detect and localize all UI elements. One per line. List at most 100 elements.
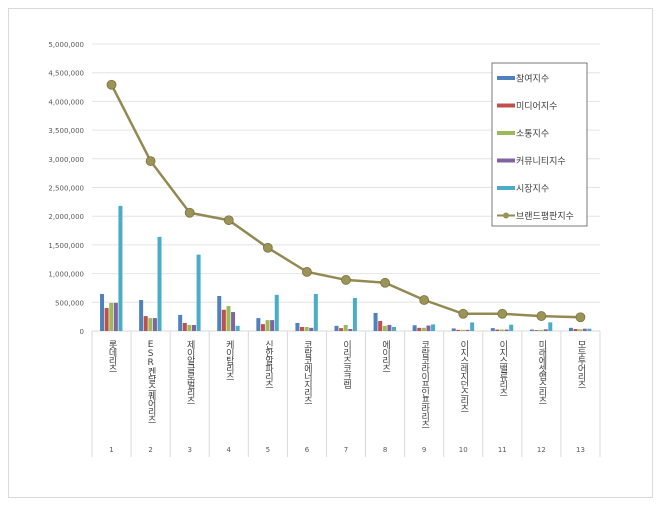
legend-label: 커뮤니티지수 (516, 156, 566, 167)
legend-label: 시장지수 (516, 184, 549, 195)
category-number: 8 (383, 446, 387, 454)
category-label: 코람코라이프인프라리츠 (419, 340, 429, 428)
bar (509, 324, 514, 331)
line-point (145, 156, 156, 166)
bar (465, 329, 470, 331)
legend-swatch (497, 76, 515, 80)
legend-label: 참여지수 (516, 73, 549, 85)
bar (313, 293, 318, 331)
bar (456, 329, 461, 331)
bar (426, 325, 431, 331)
category-label: 미래에셋맵스리츠 (536, 340, 546, 404)
legend-label: 미디어지수 (516, 101, 557, 112)
category-label: 이리츠코크렙 (341, 340, 351, 389)
line-point (106, 79, 117, 90)
category-label: 에이리츠 (380, 340, 390, 372)
bar (378, 320, 383, 331)
bar (573, 328, 578, 331)
y-tick-label: 3,500,000 (48, 127, 84, 135)
bar (470, 322, 475, 331)
bar (100, 293, 105, 331)
bar (295, 322, 300, 331)
bar (304, 326, 309, 331)
bar (490, 328, 495, 331)
y-tick-label: 2,500,000 (48, 185, 84, 193)
line-point (575, 312, 586, 323)
category-label: 이지스레지던스리츠 (458, 340, 468, 412)
bar (265, 320, 270, 331)
bar (578, 329, 583, 331)
bar (178, 314, 183, 331)
legend-label: 브랜드평판지수 (516, 211, 574, 222)
bar (548, 322, 553, 331)
bar (343, 324, 348, 331)
bar (412, 325, 417, 331)
bar (256, 318, 261, 331)
line-point (223, 215, 234, 226)
bar (300, 326, 305, 331)
bar (504, 329, 509, 331)
legend-box (491, 62, 588, 227)
y-tick-label: 3,000,000 (48, 156, 84, 164)
line-point (380, 277, 390, 288)
line-point (419, 295, 430, 305)
category-number: 13 (576, 446, 585, 454)
bar (539, 329, 544, 331)
bar (118, 205, 123, 331)
category-number: 5 (266, 446, 270, 454)
bar (270, 320, 275, 331)
y-tick-label: 2,000,000 (48, 213, 84, 221)
category-number: 1 (109, 446, 113, 454)
bar (148, 318, 153, 331)
bar (460, 329, 465, 331)
bar (231, 312, 236, 331)
category-label: 롯데리츠 (107, 340, 117, 372)
y-tick-label: 4,000,000 (48, 98, 84, 106)
bar (391, 326, 396, 331)
bar (113, 302, 118, 331)
bar (348, 328, 353, 331)
bar (217, 295, 222, 331)
category-number: 12 (537, 446, 546, 454)
bar (226, 306, 231, 331)
legend-swatch (497, 186, 515, 190)
bar (529, 329, 534, 331)
bar (334, 325, 339, 331)
bar (500, 329, 505, 331)
bar (274, 294, 279, 331)
bar (191, 324, 196, 331)
bar (451, 328, 456, 331)
chart-frame (8, 8, 653, 498)
category-label: 신한알파리츠 (263, 340, 273, 388)
bar (582, 328, 587, 331)
bar (568, 327, 573, 331)
y-tick-label: 1,000,000 (48, 271, 84, 279)
category-number: 2 (148, 446, 152, 454)
category-number: 7 (344, 446, 348, 454)
bar (260, 324, 265, 331)
category-number: 9 (422, 446, 426, 454)
bar (182, 322, 187, 331)
bar (587, 328, 592, 331)
bar (534, 330, 539, 331)
bar (421, 327, 426, 331)
bar (431, 324, 436, 331)
y-tick-label: 1,500,000 (48, 242, 84, 250)
line-point (184, 207, 195, 218)
bar (157, 236, 162, 331)
bar (235, 325, 240, 331)
category-number: 6 (305, 446, 310, 454)
bar (143, 316, 148, 331)
category-label: 코람코에너지리츠 (302, 340, 312, 404)
legend-swatch (497, 158, 515, 163)
line-point (302, 266, 312, 277)
bar (221, 309, 226, 331)
y-tick-label: 500,000 (55, 299, 84, 307)
category-label: 제이알글로벌리츠 (185, 340, 195, 404)
line-point (458, 308, 469, 319)
bar (339, 328, 344, 331)
category-label: ESR켄달스퀘어리츠 (146, 340, 156, 423)
line-point (536, 311, 547, 321)
bar (543, 329, 548, 331)
